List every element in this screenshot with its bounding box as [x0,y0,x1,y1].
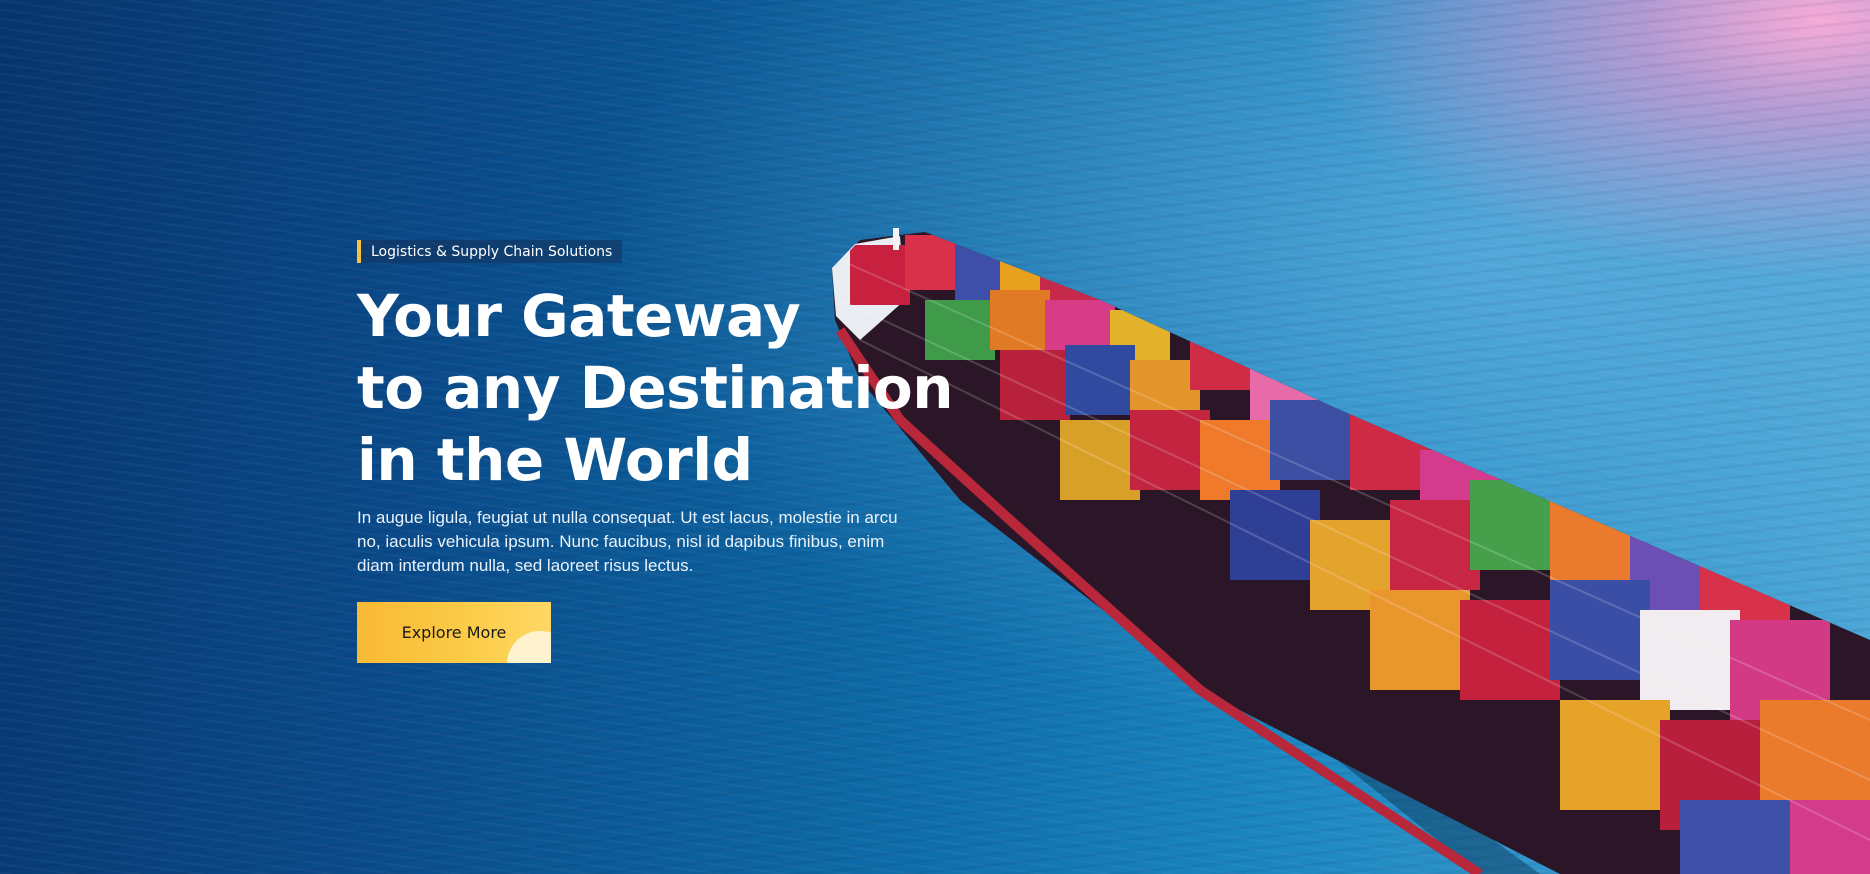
tagline-text: Logistics & Supply Chain Solutions [371,243,613,260]
tagline-badge: Logistics & Supply Chain Solutions [357,240,623,263]
headline-line-2: to any Destination [357,354,953,422]
tag-accent-bar [357,240,361,263]
explore-more-button[interactable]: Explore More [357,602,551,663]
hero-content: Logistics & Supply Chain Solutions Your … [357,240,953,663]
page-title: Your Gateway to any Destination in the W… [357,280,953,496]
hero-description: In augue ligula, feugiat ut nulla conseq… [357,508,898,575]
headline-line-1: Your Gateway [357,282,801,350]
button-corner-decoration [507,631,551,663]
headline-line-3: in the World [357,426,753,494]
explore-more-label: Explore More [401,623,507,642]
